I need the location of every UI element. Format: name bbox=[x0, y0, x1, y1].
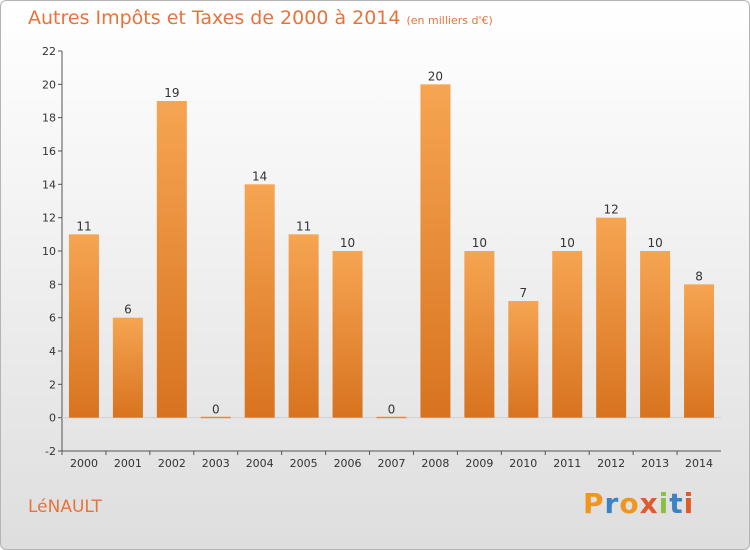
x-tick-label: 2010 bbox=[509, 457, 537, 470]
y-tick-label: 16 bbox=[42, 145, 56, 158]
bar-2003[interactable] bbox=[200, 416, 231, 419]
logo-letter: o bbox=[619, 487, 640, 520]
y-tick-label: 4 bbox=[49, 345, 56, 358]
bar-2008[interactable] bbox=[420, 84, 451, 418]
y-tick-label: 14 bbox=[42, 178, 56, 191]
data-label-2002: 19 bbox=[164, 86, 179, 100]
commune-name: LéNAULT bbox=[28, 497, 102, 517]
logo-letter: P bbox=[583, 487, 605, 520]
x-tick-label: 2008 bbox=[421, 457, 449, 470]
y-tick-label: 10 bbox=[42, 245, 56, 258]
y-tick-label: 8 bbox=[49, 278, 56, 291]
chart-title-block: Autres Impôts et Taxes de 2000 à 2014 (en… bbox=[28, 7, 493, 29]
data-label-2012: 12 bbox=[604, 203, 619, 217]
x-tick-label: 2007 bbox=[378, 457, 406, 470]
data-label-2005: 11 bbox=[296, 219, 311, 233]
data-label-2013: 10 bbox=[647, 236, 662, 250]
y-tick-label: 22 bbox=[42, 45, 56, 58]
x-tick-label: 2013 bbox=[641, 457, 669, 470]
x-tick-label: 2006 bbox=[334, 457, 362, 470]
chart-unit: (en milliers d'€) bbox=[406, 14, 493, 27]
data-label-2011: 10 bbox=[560, 236, 575, 250]
data-label-2008: 20 bbox=[428, 69, 443, 83]
x-tick-label: 2002 bbox=[158, 457, 186, 470]
x-tick-label: 2012 bbox=[597, 457, 625, 470]
x-tick-label: 2009 bbox=[465, 457, 493, 470]
data-label-2010: 7 bbox=[519, 286, 527, 300]
bar-2005[interactable] bbox=[288, 234, 319, 418]
data-label-2007: 0 bbox=[388, 403, 396, 417]
y-tick-label: 0 bbox=[49, 412, 56, 425]
bar-2000[interactable] bbox=[68, 234, 99, 418]
bar-2001[interactable] bbox=[112, 317, 143, 418]
y-tick-label: -2 bbox=[45, 445, 56, 458]
data-label-2000: 11 bbox=[76, 219, 91, 233]
x-tick-label: 2003 bbox=[202, 457, 230, 470]
logo-letter: r bbox=[604, 487, 620, 520]
bar-2009[interactable] bbox=[464, 251, 495, 418]
bar-2007[interactable] bbox=[376, 416, 407, 419]
logo-letter: i bbox=[683, 487, 695, 520]
bar-2012[interactable] bbox=[596, 217, 627, 418]
x-tick-label: 2005 bbox=[290, 457, 318, 470]
data-label-2014: 8 bbox=[695, 269, 703, 283]
x-tick-label: 2014 bbox=[685, 457, 713, 470]
bar-2014[interactable] bbox=[684, 284, 715, 418]
data-label-2009: 10 bbox=[472, 236, 487, 250]
x-tick-label: 2000 bbox=[70, 457, 98, 470]
x-tick-label: 2004 bbox=[246, 457, 274, 470]
data-label-2001: 6 bbox=[124, 303, 132, 317]
y-tick-label: 12 bbox=[42, 212, 56, 225]
data-label-2004: 14 bbox=[252, 169, 267, 183]
x-tick-label: 2011 bbox=[553, 457, 581, 470]
proxiti-logo[interactable]: Proxiti bbox=[583, 487, 694, 520]
bar-2011[interactable] bbox=[552, 251, 583, 418]
y-tick-label: 2 bbox=[49, 378, 56, 391]
bar-2013[interactable] bbox=[640, 251, 671, 418]
data-label-2006: 10 bbox=[340, 236, 355, 250]
y-tick-label: 18 bbox=[42, 112, 56, 125]
bar-2004[interactable] bbox=[244, 184, 275, 418]
logo-letter: x bbox=[639, 487, 659, 520]
logo-letter: t bbox=[669, 487, 684, 520]
y-tick-label: 20 bbox=[42, 78, 56, 91]
bar-2002[interactable] bbox=[156, 101, 187, 418]
bar-2010[interactable] bbox=[508, 301, 539, 418]
x-tick-label: 2001 bbox=[114, 457, 142, 470]
logo-letter: i bbox=[658, 487, 670, 520]
bar-2006[interactable] bbox=[332, 251, 363, 418]
y-tick-label: 6 bbox=[49, 312, 56, 325]
chart-title: Autres Impôts et Taxes de 2000 à 2014 bbox=[28, 7, 401, 29]
data-label-2003: 0 bbox=[212, 403, 220, 417]
